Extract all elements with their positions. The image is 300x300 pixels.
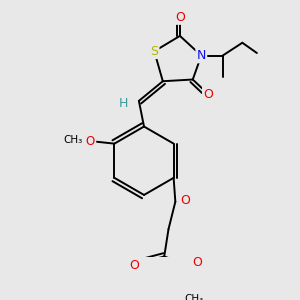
Text: O: O — [129, 259, 139, 272]
Text: O: O — [192, 256, 202, 269]
Text: O: O — [175, 11, 185, 24]
Text: S: S — [150, 45, 158, 58]
Text: H: H — [119, 97, 128, 110]
Text: O: O — [181, 194, 190, 207]
Text: O: O — [203, 88, 213, 100]
Text: N: N — [196, 49, 206, 62]
Text: CH₃: CH₃ — [184, 294, 204, 300]
Text: CH₃: CH₃ — [64, 135, 83, 145]
Text: O: O — [86, 135, 95, 148]
